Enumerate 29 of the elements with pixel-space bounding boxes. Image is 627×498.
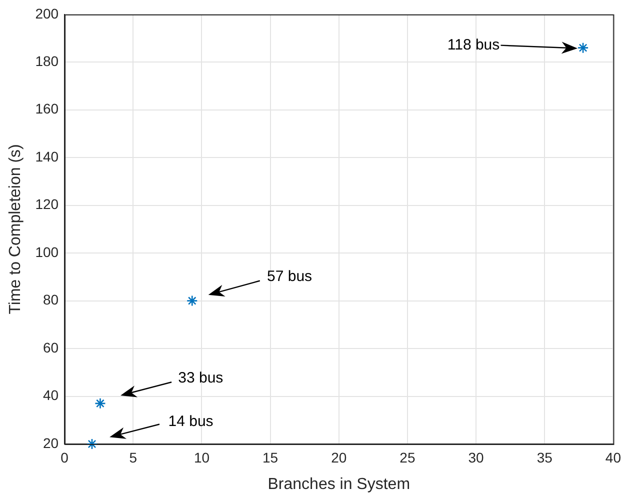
- y-tick-label: 140: [35, 148, 59, 164]
- x-tick-label: 10: [194, 449, 210, 466]
- y-tick-label: 160: [35, 100, 59, 117]
- y-tick-label: 20: [42, 434, 59, 451]
- y-tick-label: 80: [42, 292, 59, 308]
- x-tick-label: 30: [468, 449, 484, 466]
- x-axis-title: Branches in System: [268, 476, 410, 493]
- point: [86, 438, 98, 450]
- y-tick-label: 180: [35, 52, 59, 69]
- y-tick-label: 200: [35, 5, 59, 22]
- x-tick-label: 15: [262, 449, 278, 466]
- point: [186, 295, 198, 306]
- annotation: 57 bus: [267, 268, 312, 286]
- y-tick-label: 120: [35, 196, 59, 212]
- x-tick-label: 0: [60, 449, 69, 466]
- x-tick-label: 40: [605, 449, 622, 466]
- y-tick-label: 60: [42, 339, 59, 356]
- annotation: 33 bus: [178, 369, 224, 386]
- x-tick-label: 35: [536, 449, 553, 466]
- annotation: 14 bus: [168, 413, 214, 430]
- y-axis-title: Time to Completeion (s): [7, 144, 24, 314]
- y-tick-label: 40: [42, 387, 59, 404]
- y-tick-label: 100: [35, 244, 59, 260]
- x-tick-label: 5: [129, 449, 138, 466]
- point: [577, 42, 589, 54]
- point: [94, 398, 106, 410]
- x-tick-label: 20: [331, 449, 347, 466]
- x-tick-label: 25: [400, 449, 416, 466]
- annotation: 118 bus: [447, 36, 500, 54]
